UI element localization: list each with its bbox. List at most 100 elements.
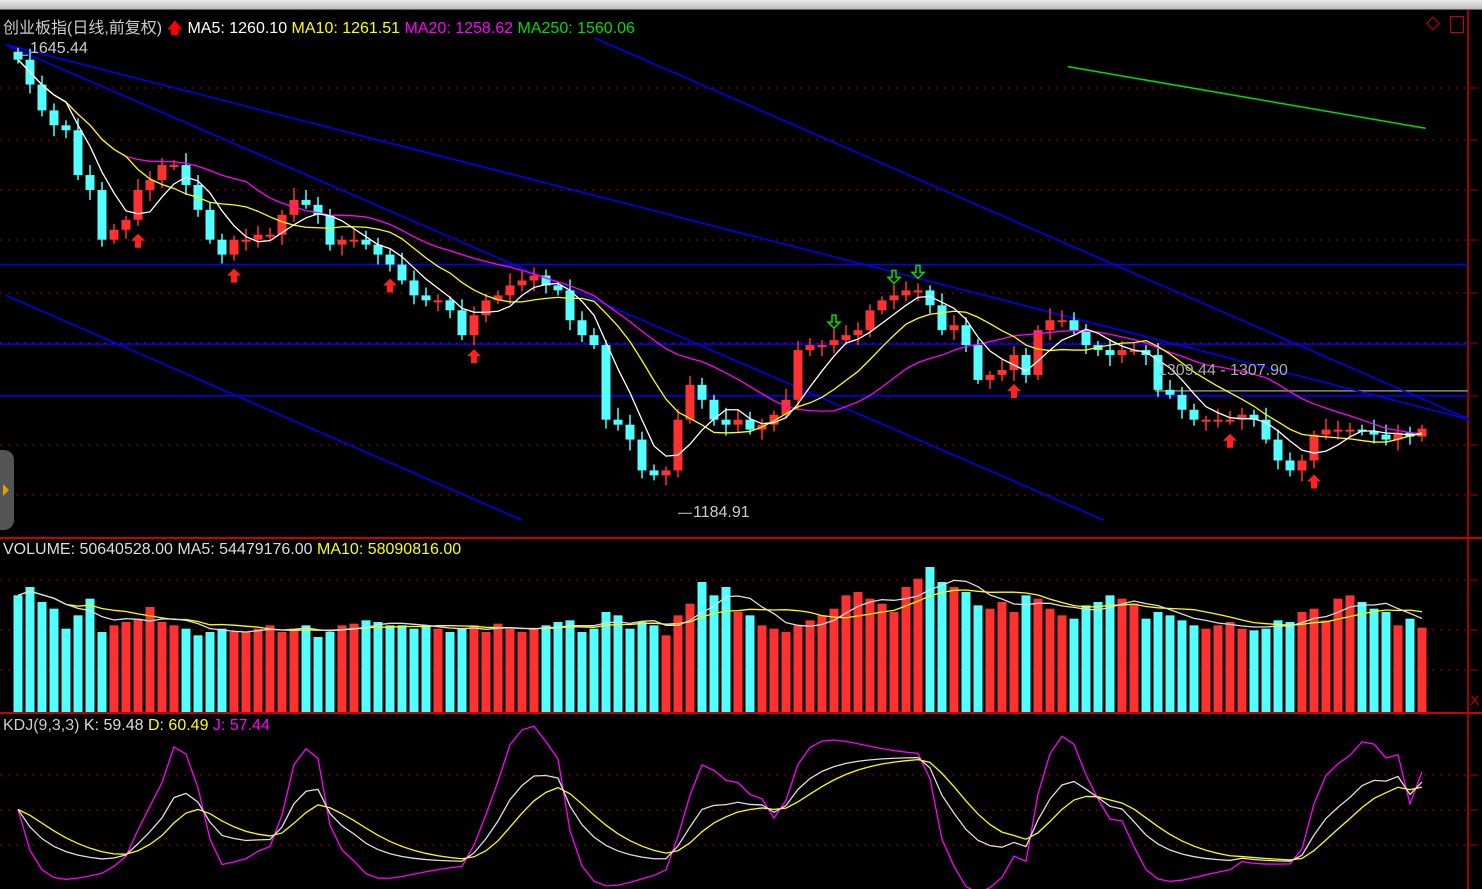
volume-bar <box>421 625 431 712</box>
volume-bar <box>853 592 863 712</box>
candle-body <box>505 285 515 296</box>
volume-bar <box>409 628 419 712</box>
candle-body <box>1057 320 1067 323</box>
ma10-value: MA10: 1261.51 <box>291 20 401 37</box>
volume-bar <box>733 612 743 712</box>
candle-body <box>709 399 719 420</box>
volume-bar <box>1345 595 1355 712</box>
volume-bar <box>1285 622 1295 712</box>
candle-body <box>1333 429 1343 432</box>
ma20-line <box>17 59 1423 435</box>
volume-bar <box>157 622 167 712</box>
buy-arrow-icon <box>1007 383 1021 398</box>
candle-body <box>1417 428 1427 437</box>
volume-bar <box>277 632 287 712</box>
candle-body <box>49 110 59 126</box>
main-legend: 创业板指(日线,前复权) 🡅 MA5: 1260.10 MA10: 1261.5… <box>3 14 635 44</box>
volume-bar <box>37 602 47 712</box>
volume-bar <box>205 632 215 712</box>
candle-body <box>1369 431 1379 435</box>
volume-bar <box>1321 620 1331 712</box>
candle-body <box>1273 439 1283 461</box>
volume-bar <box>73 615 83 712</box>
candle-body <box>133 189 143 220</box>
candle-body <box>829 340 839 346</box>
candle-body <box>589 335 599 346</box>
volume-bar <box>865 598 875 712</box>
volume-bar <box>901 587 911 712</box>
kdj-legend: KDJ(9,3,3) K: 59.48 D: 60.49 J: 57.44 <box>3 717 270 735</box>
volume-bar <box>361 620 371 712</box>
volume-bar <box>1357 602 1367 712</box>
candle-body <box>1225 419 1235 422</box>
candle-body <box>1105 350 1115 356</box>
trend-line <box>593 37 1471 421</box>
range-label: 1309.44 - 1307.90 <box>1158 362 1288 379</box>
kdj-k: K: 59.48 <box>83 717 144 734</box>
candle-body <box>625 424 635 440</box>
candle-body <box>373 244 383 255</box>
candle-body <box>73 130 83 176</box>
volume-bar <box>457 628 467 712</box>
ma250-line <box>1067 65 1426 130</box>
candle-body <box>793 350 803 400</box>
volume-bar <box>553 622 563 712</box>
volume-bar <box>493 623 503 712</box>
volume-bar <box>1417 627 1427 712</box>
volume-bar <box>1297 612 1307 712</box>
candle-body <box>37 84 47 111</box>
buy-arrow-icon <box>131 233 145 248</box>
up-arrow-icon: 🡅 <box>166 20 184 37</box>
candle-body <box>529 275 539 281</box>
volume-bar <box>481 632 491 712</box>
volume-bar <box>373 622 383 712</box>
volume-bar <box>817 615 827 712</box>
candle-body <box>1165 389 1175 395</box>
side-panel-toggle[interactable] <box>0 450 14 530</box>
candle-body <box>1345 429 1355 432</box>
candle-body <box>361 239 371 245</box>
volume-bar <box>1105 595 1115 712</box>
trend-line <box>5 294 523 521</box>
candle-body <box>313 204 323 215</box>
volume-bar <box>1189 625 1199 712</box>
candle-body <box>277 214 287 235</box>
candle-body <box>781 399 791 415</box>
volume-bar <box>529 628 539 712</box>
candle-body <box>1117 350 1127 356</box>
kdj-d: D: 60.49 <box>147 717 209 734</box>
candle-body <box>337 239 347 245</box>
volume-bar <box>661 635 671 712</box>
volume-bar <box>325 632 335 712</box>
candle-body <box>997 369 1007 375</box>
candle-body <box>841 335 851 341</box>
layout-icon[interactable] <box>1450 16 1464 33</box>
candle-body <box>469 315 479 336</box>
volume-bar <box>241 632 251 712</box>
sell-arrow-icon <box>886 269 902 285</box>
candle-body <box>913 290 923 293</box>
candle-body <box>109 229 119 240</box>
volume-bar <box>1045 608 1055 712</box>
volume-bar <box>925 567 935 712</box>
candle-body <box>1081 330 1091 346</box>
candle-body <box>673 419 683 471</box>
diamond-icon[interactable]: ◇ <box>1426 12 1440 32</box>
candle-body <box>349 239 359 242</box>
close-panel-icon[interactable]: X <box>1470 692 1480 708</box>
ma20-value: MA20: 1258.62 <box>404 20 514 37</box>
buy-arrow-icon <box>227 268 241 283</box>
candle-body <box>1033 330 1043 375</box>
kdj-j-line <box>17 725 1423 889</box>
kdj-d-line <box>17 758 1423 861</box>
volume-bar <box>1153 612 1163 712</box>
volume-bar <box>1177 620 1187 712</box>
buy-arrow-icon <box>467 349 481 364</box>
candle-body <box>1177 394 1187 410</box>
volume-bar <box>469 625 479 712</box>
volume-bar <box>829 608 839 712</box>
candle-body <box>1381 434 1391 440</box>
candle-body <box>649 470 659 476</box>
candle-body <box>301 199 311 205</box>
